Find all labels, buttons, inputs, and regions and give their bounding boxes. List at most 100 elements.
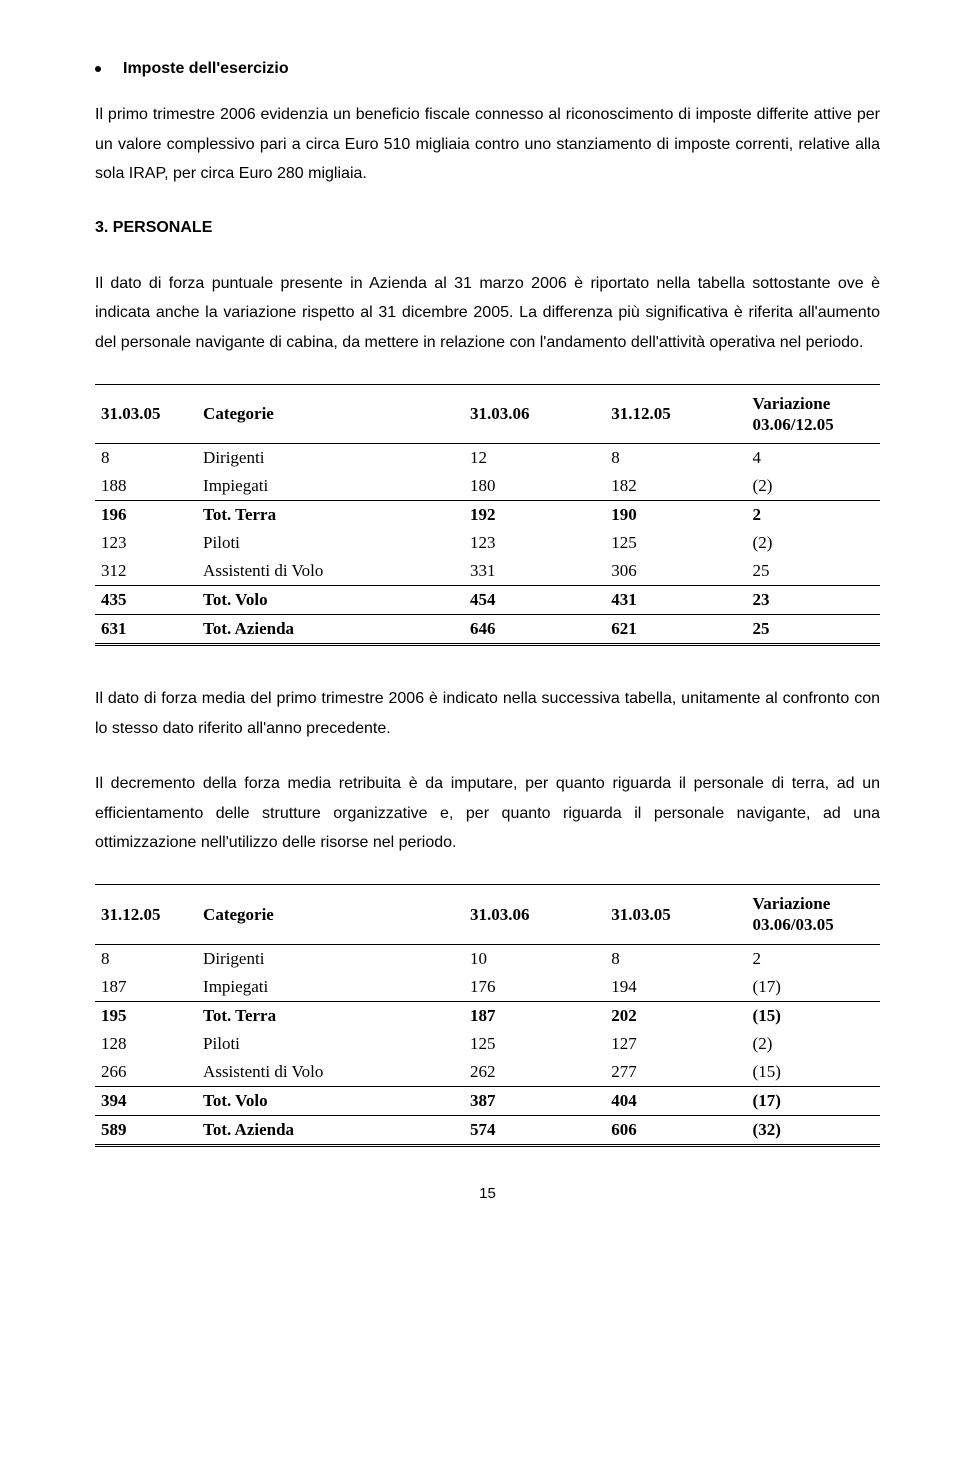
table-cell: 8 bbox=[605, 444, 746, 473]
table-cell: (15) bbox=[747, 1058, 880, 1087]
table-row: 589Tot. Azienda574606(32) bbox=[95, 1115, 880, 1145]
table-row: 123Piloti123125(2) bbox=[95, 529, 880, 557]
table-cell: 194 bbox=[605, 973, 746, 1002]
table1-h3: 31.12.05 bbox=[605, 384, 746, 444]
table-cell: 12 bbox=[464, 444, 605, 473]
table-cell: (2) bbox=[747, 1030, 880, 1058]
table-cell: 606 bbox=[605, 1115, 746, 1145]
table2-h0: 31.12.05 bbox=[95, 885, 197, 945]
table-row: 128Piloti125127(2) bbox=[95, 1030, 880, 1058]
table-cell: Tot. Volo bbox=[197, 1086, 464, 1115]
table1-h0: 31.03.05 bbox=[95, 384, 197, 444]
table-cell: 631 bbox=[95, 615, 197, 645]
bullet-icon bbox=[95, 66, 101, 72]
table-cell: 621 bbox=[605, 615, 746, 645]
table-cell: 262 bbox=[464, 1058, 605, 1087]
table-cell: Tot. Volo bbox=[197, 586, 464, 615]
table-cell: 306 bbox=[605, 557, 746, 586]
page-number: 15 bbox=[95, 1185, 880, 1202]
table-cell: 196 bbox=[95, 501, 197, 530]
table1-h1: Categorie bbox=[197, 384, 464, 444]
table-row: 394Tot. Volo387404(17) bbox=[95, 1086, 880, 1115]
table-cell: 454 bbox=[464, 586, 605, 615]
table-cell: Dirigenti bbox=[197, 944, 464, 973]
table-cell: 192 bbox=[464, 501, 605, 530]
table-cell: 176 bbox=[464, 973, 605, 1002]
table-cell: 10 bbox=[464, 944, 605, 973]
table-cell: 25 bbox=[747, 557, 880, 586]
heading-text: Imposte dell'esercizio bbox=[123, 60, 289, 77]
table-cell: 123 bbox=[95, 529, 197, 557]
table-cell: 190 bbox=[605, 501, 746, 530]
table-cell: 2 bbox=[747, 501, 880, 530]
table1-body: 8Dirigenti1284188Impiegati180182(2)196To… bbox=[95, 444, 880, 645]
table-cell: (32) bbox=[747, 1115, 880, 1145]
table-cell: (17) bbox=[747, 973, 880, 1002]
table-cell: 431 bbox=[605, 586, 746, 615]
table-cell: Tot. Terra bbox=[197, 1001, 464, 1030]
table-cell: 187 bbox=[464, 1001, 605, 1030]
table-cell: (15) bbox=[747, 1001, 880, 1030]
table-cell: Tot. Azienda bbox=[197, 615, 464, 645]
table-cell: Impiegati bbox=[197, 472, 464, 501]
table-cell: 23 bbox=[747, 586, 880, 615]
table-cell: 589 bbox=[95, 1115, 197, 1145]
table-row: 195Tot. Terra187202(15) bbox=[95, 1001, 880, 1030]
paragraph-4: Il decremento della forza media retribui… bbox=[95, 769, 880, 858]
table-row: 435Tot. Volo45443123 bbox=[95, 586, 880, 615]
table-cell: 404 bbox=[605, 1086, 746, 1115]
table-personale-media: 31.12.05 Categorie 31.03.06 31.03.05 Var… bbox=[95, 884, 880, 1147]
table-cell: 8 bbox=[95, 944, 197, 973]
table-cell: (2) bbox=[747, 529, 880, 557]
table-cell: 574 bbox=[464, 1115, 605, 1145]
table-cell: 180 bbox=[464, 472, 605, 501]
table-cell: Piloti bbox=[197, 1030, 464, 1058]
table-row: 8Dirigenti1082 bbox=[95, 944, 880, 973]
table2-header-row: 31.12.05 Categorie 31.03.06 31.03.05 Var… bbox=[95, 885, 880, 945]
table2-h4: Variazione 03.06/03.05 bbox=[747, 885, 880, 945]
table2-h2: 31.03.06 bbox=[464, 885, 605, 945]
table-cell: 331 bbox=[464, 557, 605, 586]
table1-header-row: 31.03.05 Categorie 31.03.06 31.12.05 Var… bbox=[95, 384, 880, 444]
table-cell: 128 bbox=[95, 1030, 197, 1058]
table-cell: 25 bbox=[747, 615, 880, 645]
table-cell: Dirigenti bbox=[197, 444, 464, 473]
table-cell: 435 bbox=[95, 586, 197, 615]
table-row: 312Assistenti di Volo33130625 bbox=[95, 557, 880, 586]
table-cell: 188 bbox=[95, 472, 197, 501]
table-cell: Tot. Azienda bbox=[197, 1115, 464, 1145]
table-cell: Assistenti di Volo bbox=[197, 557, 464, 586]
table2-body: 8Dirigenti1082187Impiegati176194(17)195T… bbox=[95, 944, 880, 1145]
table-cell: 312 bbox=[95, 557, 197, 586]
table-cell: 8 bbox=[605, 944, 746, 973]
table-cell: 125 bbox=[605, 529, 746, 557]
heading-imposte: Imposte dell'esercizio bbox=[113, 60, 880, 78]
table-cell: 277 bbox=[605, 1058, 746, 1087]
paragraph-1: Il primo trimestre 2006 evidenzia un ben… bbox=[95, 100, 880, 189]
table2-h1: Categorie bbox=[197, 885, 464, 945]
table1-h2: 31.03.06 bbox=[464, 384, 605, 444]
section-3-title: 3. PERSONALE bbox=[95, 219, 880, 237]
table-row: 187Impiegati176194(17) bbox=[95, 973, 880, 1002]
table-cell: Tot. Terra bbox=[197, 501, 464, 530]
table-cell: 195 bbox=[95, 1001, 197, 1030]
table-row: 266Assistenti di Volo262277(15) bbox=[95, 1058, 880, 1087]
table-cell: Piloti bbox=[197, 529, 464, 557]
table-cell: 646 bbox=[464, 615, 605, 645]
table-cell: 394 bbox=[95, 1086, 197, 1115]
table-row: 188Impiegati180182(2) bbox=[95, 472, 880, 501]
table-row: 631Tot. Azienda64662125 bbox=[95, 615, 880, 645]
table-cell: 4 bbox=[747, 444, 880, 473]
table-cell: 8 bbox=[95, 444, 197, 473]
table-cell: 123 bbox=[464, 529, 605, 557]
table2-h3: 31.03.05 bbox=[605, 885, 746, 945]
table-row: 8Dirigenti1284 bbox=[95, 444, 880, 473]
table-cell: 182 bbox=[605, 472, 746, 501]
table1-h4: Variazione 03.06/12.05 bbox=[747, 384, 880, 444]
table-cell: Impiegati bbox=[197, 973, 464, 1002]
table-personale-puntuale: 31.03.05 Categorie 31.03.06 31.12.05 Var… bbox=[95, 384, 880, 647]
table-cell: 202 bbox=[605, 1001, 746, 1030]
table-row: 196Tot. Terra1921902 bbox=[95, 501, 880, 530]
table-cell: (17) bbox=[747, 1086, 880, 1115]
table-cell: (2) bbox=[747, 472, 880, 501]
